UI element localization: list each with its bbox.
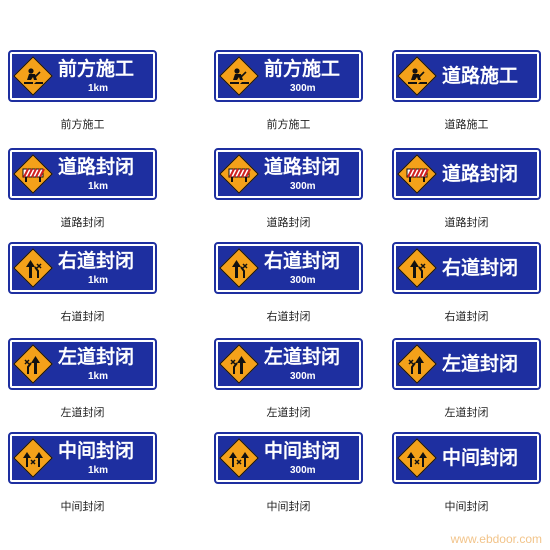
road-sign: 左道封闭 — [392, 338, 541, 390]
sign-caption: 前方施工 — [60, 118, 105, 131]
road-sign: 道路封闭 — [392, 148, 541, 200]
road-sign: 中间封闭 — [392, 432, 541, 484]
sign-caption: 中间封闭 — [60, 500, 105, 513]
sign-caption: 道路封闭 — [60, 216, 105, 229]
road-sign: 左道封闭 300m — [214, 338, 363, 390]
left-lane-closed-icon — [230, 356, 246, 374]
left-lane-closed-icon — [408, 356, 424, 374]
sign-caption: 左道封闭 — [60, 406, 105, 419]
sign-caption: 道路施工 — [444, 118, 489, 131]
sign-title: 中间封闭 — [442, 447, 519, 469]
road-sign: 道路封闭 1km — [8, 148, 157, 200]
road-sign: 道路封闭 300m — [214, 148, 363, 200]
right-lane-closed-icon — [232, 260, 248, 278]
sign-caption: 右道封闭 — [266, 310, 311, 323]
sign-title: 道路封闭 — [58, 156, 135, 178]
worker-icon — [408, 68, 427, 84]
barrier-icon — [228, 168, 251, 182]
sign-distance: 300m — [290, 181, 316, 192]
sign-title: 道路封闭 — [442, 163, 519, 185]
center-lane-closed-icon — [23, 452, 43, 467]
sign-caption: 中间封闭 — [444, 500, 489, 513]
road-sign: 右道封闭 1km — [8, 242, 157, 294]
sign-caption: 前方施工 — [266, 118, 311, 131]
sign-title: 右道封闭 — [58, 250, 135, 272]
watermark: www.ebdoor.com — [450, 532, 542, 546]
road-sign: 右道封闭 — [392, 242, 541, 294]
road-sign: 中间封闭 300m — [214, 432, 363, 484]
road-sign: 道路施工 — [392, 50, 541, 102]
sign-caption: 左道封闭 — [444, 406, 489, 419]
left-lane-closed-icon — [24, 356, 40, 374]
sign-title: 右道封闭 — [442, 257, 519, 279]
sign-title: 前方施工 — [58, 58, 135, 80]
sign-caption: 道路封闭 — [444, 216, 489, 229]
road-sign: 左道封闭 1km — [8, 338, 157, 390]
right-lane-closed-icon — [26, 260, 42, 278]
sign-distance: 1km — [88, 371, 109, 382]
barrier-icon — [406, 168, 429, 182]
sign-caption: 右道封闭 — [444, 310, 489, 323]
road-sign: 前方施工 1km — [8, 50, 157, 102]
sign-distance: 300m — [290, 371, 316, 382]
sign-distance: 300m — [290, 83, 316, 94]
sign-distance: 300m — [290, 465, 316, 476]
sign-caption: 中间封闭 — [266, 500, 311, 513]
sign-title: 左道封闭 — [442, 353, 519, 375]
sign-distance: 1km — [88, 83, 109, 94]
sign-distance: 300m — [290, 275, 316, 286]
sign-title: 右道封闭 — [264, 250, 341, 272]
sign-title: 中间封闭 — [264, 440, 341, 462]
sign-title: 前方施工 — [264, 58, 341, 80]
sign-caption: 右道封闭 — [60, 310, 105, 323]
road-sign: 中间封闭 1km — [8, 432, 157, 484]
worker-icon — [24, 68, 43, 84]
sign-title: 左道封闭 — [264, 346, 341, 368]
road-sign: 右道封闭 300m — [214, 242, 363, 294]
center-lane-closed-icon — [407, 452, 427, 467]
sign-title: 左道封闭 — [58, 346, 135, 368]
sign-title: 道路施工 — [442, 65, 519, 87]
sign-distance: 1km — [88, 465, 109, 476]
center-lane-closed-icon — [229, 452, 249, 467]
sign-distance: 1km — [88, 275, 109, 286]
sign-caption: 左道封闭 — [266, 406, 311, 419]
right-lane-closed-icon — [410, 260, 426, 278]
road-sign: 前方施工 300m — [214, 50, 363, 102]
sign-caption: 道路封闭 — [266, 216, 311, 229]
barrier-icon — [22, 168, 45, 182]
worker-icon — [230, 68, 249, 84]
sign-distance: 1km — [88, 181, 109, 192]
sign-title: 中间封闭 — [58, 440, 135, 462]
sign-title: 道路封闭 — [264, 156, 341, 178]
